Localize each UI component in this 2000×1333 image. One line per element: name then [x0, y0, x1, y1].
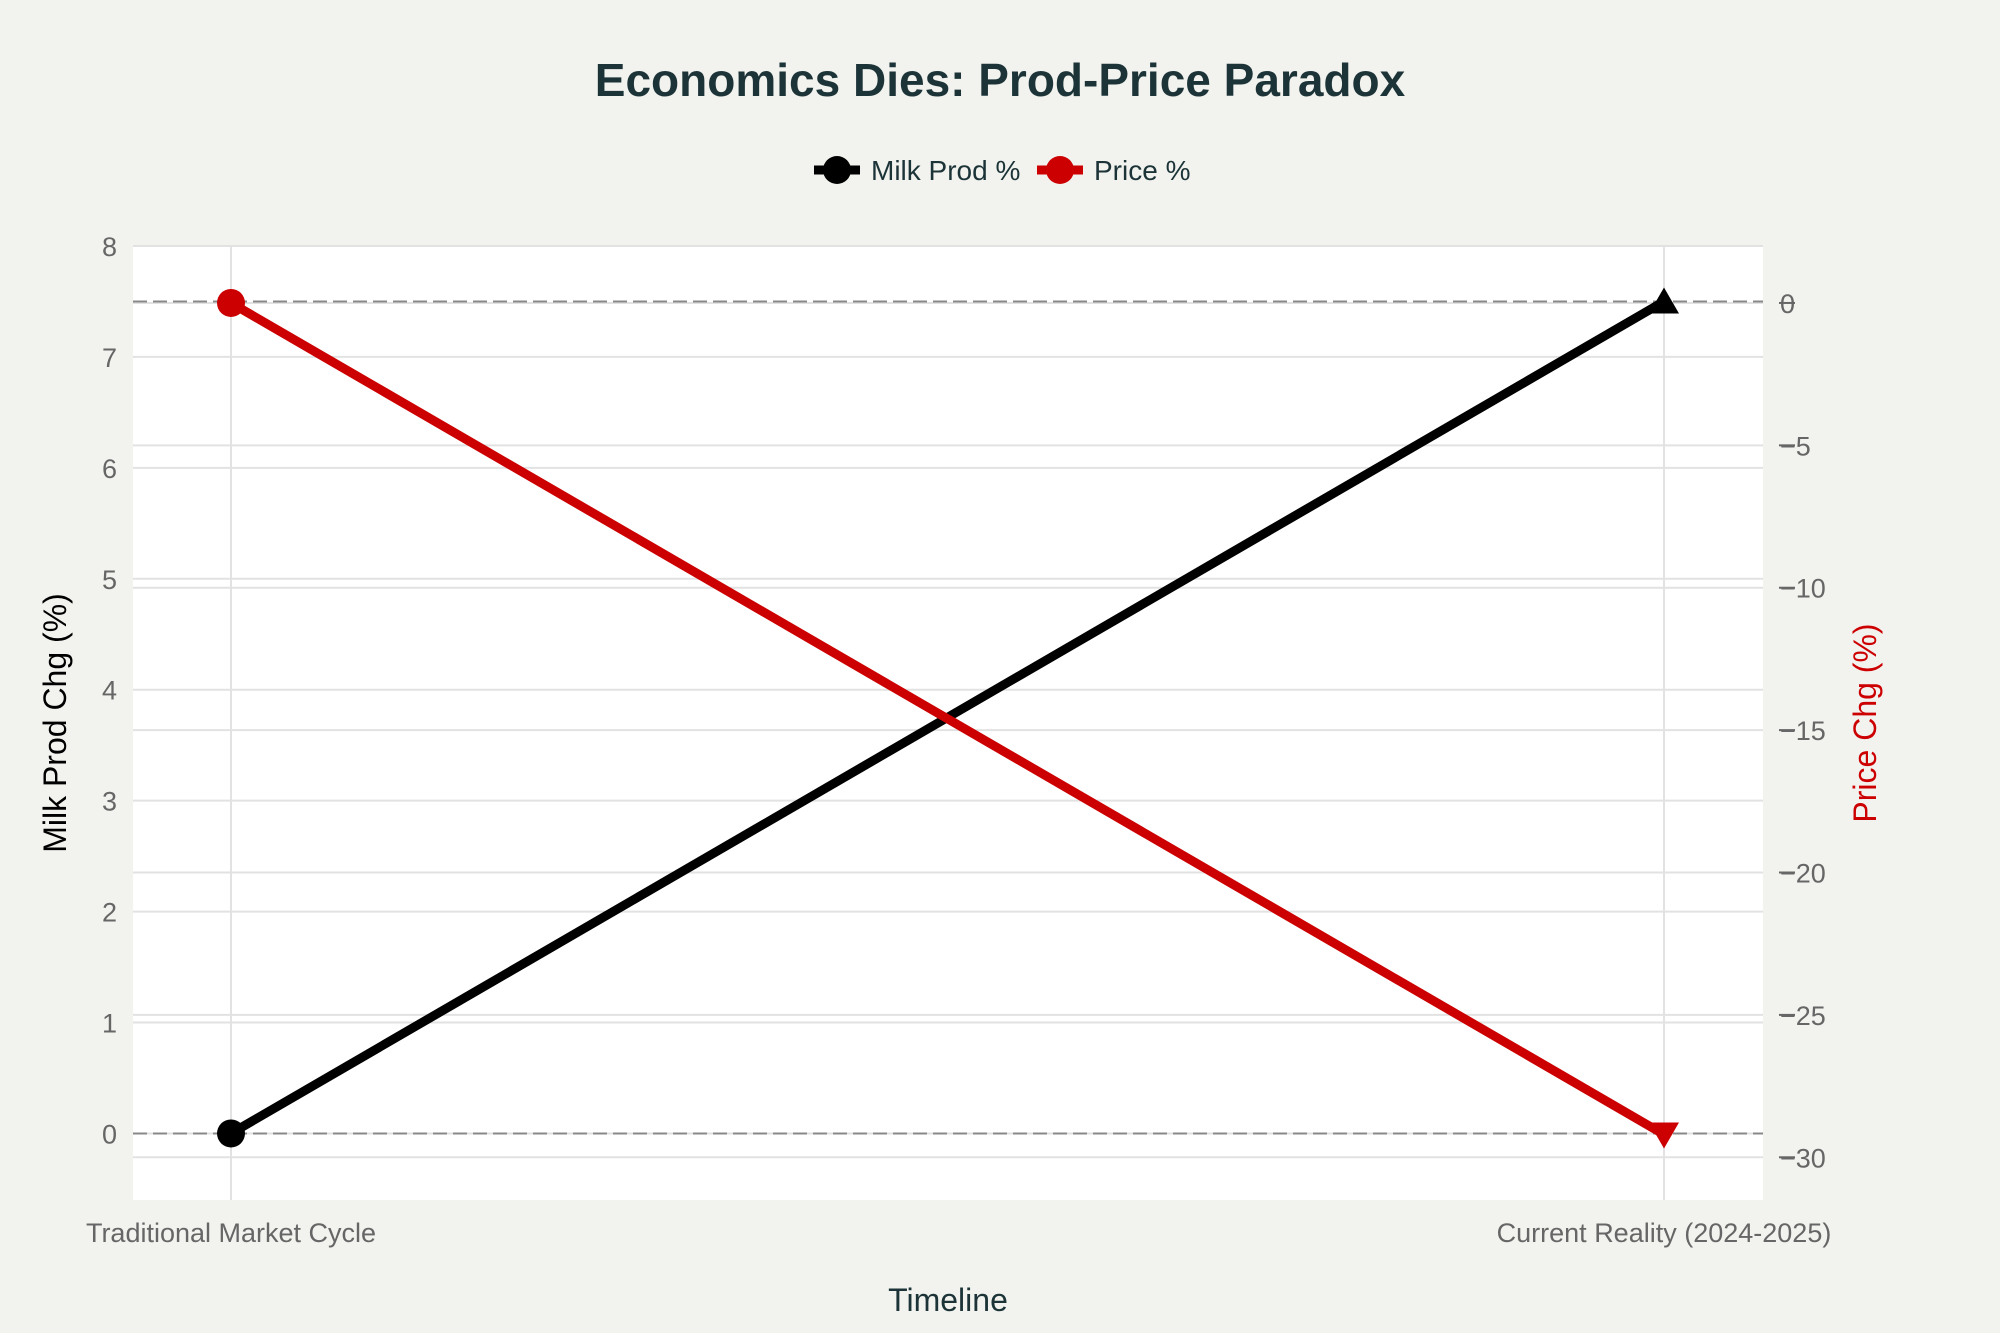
y-tick-label: 1	[102, 1009, 117, 1039]
y2-tick-label: −5	[1780, 431, 1811, 461]
y2-tick-label: 0	[1780, 289, 1795, 319]
y2-tick-label: −30	[1780, 1143, 1826, 1173]
series-line	[228, 299, 1667, 1139]
y2-axis-title: Price Chg (%)	[1847, 623, 1883, 822]
y-tick-label: 2	[102, 898, 117, 928]
data-point	[1649, 1122, 1679, 1149]
y-tick-label: 3	[102, 787, 117, 817]
data-point	[1649, 287, 1679, 314]
data-point	[217, 1119, 245, 1148]
y2-tick-label: −20	[1780, 859, 1826, 889]
tick-labels: 0 1 2 3 4 5 6 7 8 −30 −25 −20 −15 −10 −5 0 Traditional M…	[86, 232, 1831, 1248]
series-layer	[217, 287, 1679, 1149]
reference-lines	[133, 300, 1763, 1135]
y-tick-label: 4	[102, 676, 117, 706]
y2-tick-label: −10	[1780, 574, 1826, 604]
legend-label: Price %	[1094, 155, 1190, 186]
x-axis-title: Timeline	[888, 1282, 1008, 1318]
y-tick-label: 8	[102, 232, 117, 262]
legend-label: Milk Prod %	[871, 155, 1020, 186]
y2-tick-label: −25	[1780, 1001, 1826, 1031]
chart-title: Economics Dies: Prod-Price Paradox	[595, 54, 1406, 106]
legend-swatch-marker	[823, 156, 851, 184]
y-axis-title: Milk Prod Chg (%)	[37, 593, 73, 853]
legend-swatch-marker	[1046, 156, 1074, 184]
y-tick-label: 6	[102, 454, 117, 484]
y-tick-label: 5	[102, 565, 117, 595]
y2-tick-label: −15	[1780, 716, 1826, 746]
data-point	[217, 288, 245, 317]
legend: Milk Prod % Price %	[814, 155, 1190, 186]
x-tick-label: Current Reality (2024-2025)	[1497, 1218, 1832, 1248]
y-tick-label: 0	[102, 1119, 117, 1149]
y-tick-label: 7	[102, 343, 117, 373]
x-tick-label: Traditional Market Cycle	[86, 1218, 376, 1248]
